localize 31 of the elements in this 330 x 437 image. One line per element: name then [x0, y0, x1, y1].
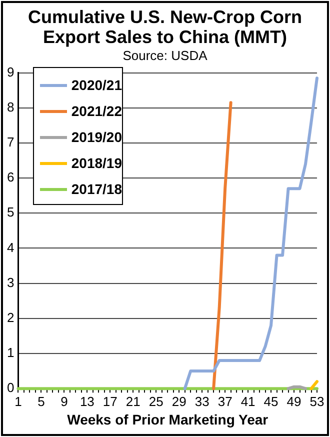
- chart-subtitle: Source: USDA: [122, 48, 208, 63]
- y-tick-label: 2: [6, 310, 14, 325]
- legend-label: 2019/20: [71, 129, 122, 145]
- x-tick-label: 53: [310, 394, 324, 409]
- x-tick-label: 37: [218, 394, 232, 409]
- y-tick-label: 4: [6, 240, 14, 255]
- y-tick-label: 7: [6, 134, 14, 150]
- x-axis-title: Weeks of Prior Marketing Year: [67, 411, 269, 428]
- y-tick-label: 9: [6, 64, 14, 80]
- y-tick-label: 3: [6, 274, 14, 290]
- x-tick-label: 29: [172, 394, 186, 409]
- x-tick-label: 25: [148, 394, 164, 409]
- y-tick-label: 6: [6, 170, 14, 185]
- legend-label: 2017/18: [71, 181, 122, 197]
- y-tick-label: 8: [6, 99, 14, 114]
- legend-label: 2021/22: [71, 103, 122, 119]
- legend-label: 2020/21: [71, 77, 122, 93]
- legend-label: 2018/19: [71, 155, 122, 171]
- x-tick-label: 5: [38, 394, 45, 409]
- x-tick-label: 13: [80, 394, 94, 409]
- x-tick-label: 49: [286, 394, 302, 409]
- x-tick-label: 45: [264, 394, 278, 409]
- x-tick-label: 41: [240, 394, 256, 409]
- x-tick-label: 17: [102, 394, 118, 409]
- x-tick-label: 21: [126, 394, 140, 409]
- y-tick-label: 0: [6, 380, 14, 396]
- y-tick-label: 5: [6, 204, 14, 220]
- x-tick-label: 9: [60, 394, 68, 409]
- x-tick-label: 33: [194, 394, 210, 409]
- chart-title: Cumulative U.S. New-Crop Corn Export Sales to China (MMT): [26, 7, 304, 47]
- y-tick-label: 1: [6, 345, 14, 360]
